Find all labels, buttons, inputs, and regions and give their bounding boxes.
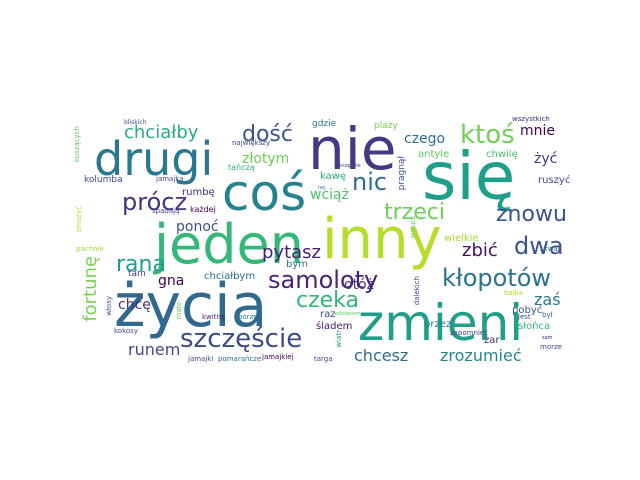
cloud-word: otóż [344, 278, 374, 292]
cloud-word: chwilę [486, 150, 518, 160]
cloud-word: włosy [106, 296, 113, 316]
cloud-word: największy [232, 140, 270, 147]
cloud-word: zrozumieć [440, 348, 522, 364]
cloud-word: zapomnieć [450, 330, 488, 337]
cloud-word: pachnie [76, 246, 104, 253]
cloud-word: targa [314, 356, 333, 363]
cloud-word: kokosy [114, 328, 138, 335]
cloud-word: gdzie [312, 120, 336, 129]
cloud-word: każdej [190, 206, 216, 214]
cloud-word: przez [424, 320, 451, 330]
cloud-word: pragnął [398, 156, 407, 190]
cloud-word: spadają [152, 208, 179, 215]
cloud-word: morze [540, 344, 562, 351]
cloud-word: znowu [496, 204, 567, 226]
cloud-word: chcę [118, 298, 151, 312]
cloud-word: plaży [374, 122, 398, 131]
cloud-word: ktoś [460, 122, 515, 148]
cloud-word: żyć [534, 152, 557, 166]
cloud-word: wiatr [336, 330, 343, 348]
cloud-word: dalekich [414, 276, 421, 305]
cloud-word: wszędzie [338, 164, 361, 169]
cloud-word: czego [404, 132, 445, 146]
cloud-word: nic [352, 170, 387, 194]
cloud-word: ponoć [176, 220, 219, 234]
cloud-word: smażyć [76, 206, 83, 232]
cloud-word: chciałbym [204, 272, 255, 282]
cloud-word: chcesz [354, 348, 408, 364]
cloud-word: wielkie [444, 234, 479, 244]
cloud-word: słońca [518, 322, 550, 332]
cloud-word: mało [176, 302, 183, 319]
cloud-word: skwar [540, 246, 561, 253]
word-cloud-canvas: się nie jeden inny życia zmieni drugi co… [72, 116, 590, 374]
cloud-word: kłopotów [442, 266, 551, 290]
cloud-word: zbić [462, 242, 498, 260]
cloud-word: tańczą [228, 164, 255, 172]
cloud-word: ruszyć [538, 176, 570, 186]
cloud-word: porze [238, 314, 258, 321]
cloud-word: wdziękiem [334, 312, 361, 317]
cloud-word: chciałby [124, 124, 198, 142]
cloud-word: wszystkich [512, 116, 550, 123]
cloud-word: wyspa [410, 216, 417, 238]
cloud-word: rumbę [182, 188, 215, 198]
cloud-word: bajka [504, 290, 523, 297]
cloud-word: żar [484, 336, 500, 346]
cloud-word: mnie [520, 124, 555, 138]
cloud-word: runem [128, 342, 180, 358]
cloud-word: był [542, 312, 553, 319]
cloud-word: coś [222, 168, 306, 218]
cloud-word: kawę [320, 172, 346, 182]
cloud-word: tam [128, 270, 146, 279]
cloud-word: bliskich [124, 120, 147, 126]
cloud-word: jest [518, 314, 531, 321]
cloud-word: bym [286, 260, 308, 270]
cloud-word: sam [542, 336, 553, 341]
cloud-word: fortunę [82, 256, 100, 322]
cloud-word: jamajkiej [262, 354, 294, 361]
cloud-word: jamajki [188, 356, 213, 363]
cloud-word: nej [318, 186, 326, 191]
cloud-word: kwitną [202, 314, 225, 321]
cloud-word: wciąż [310, 188, 349, 202]
cloud-word: antyle [418, 150, 449, 160]
cloud-word: kolumba [84, 176, 123, 185]
cloud-word: szczęście [180, 326, 302, 352]
cloud-word: gna [158, 274, 184, 288]
cloud-word: kuszących [74, 126, 81, 162]
cloud-word: jamajka [156, 176, 184, 183]
cloud-word: pomarańcze [218, 356, 261, 363]
